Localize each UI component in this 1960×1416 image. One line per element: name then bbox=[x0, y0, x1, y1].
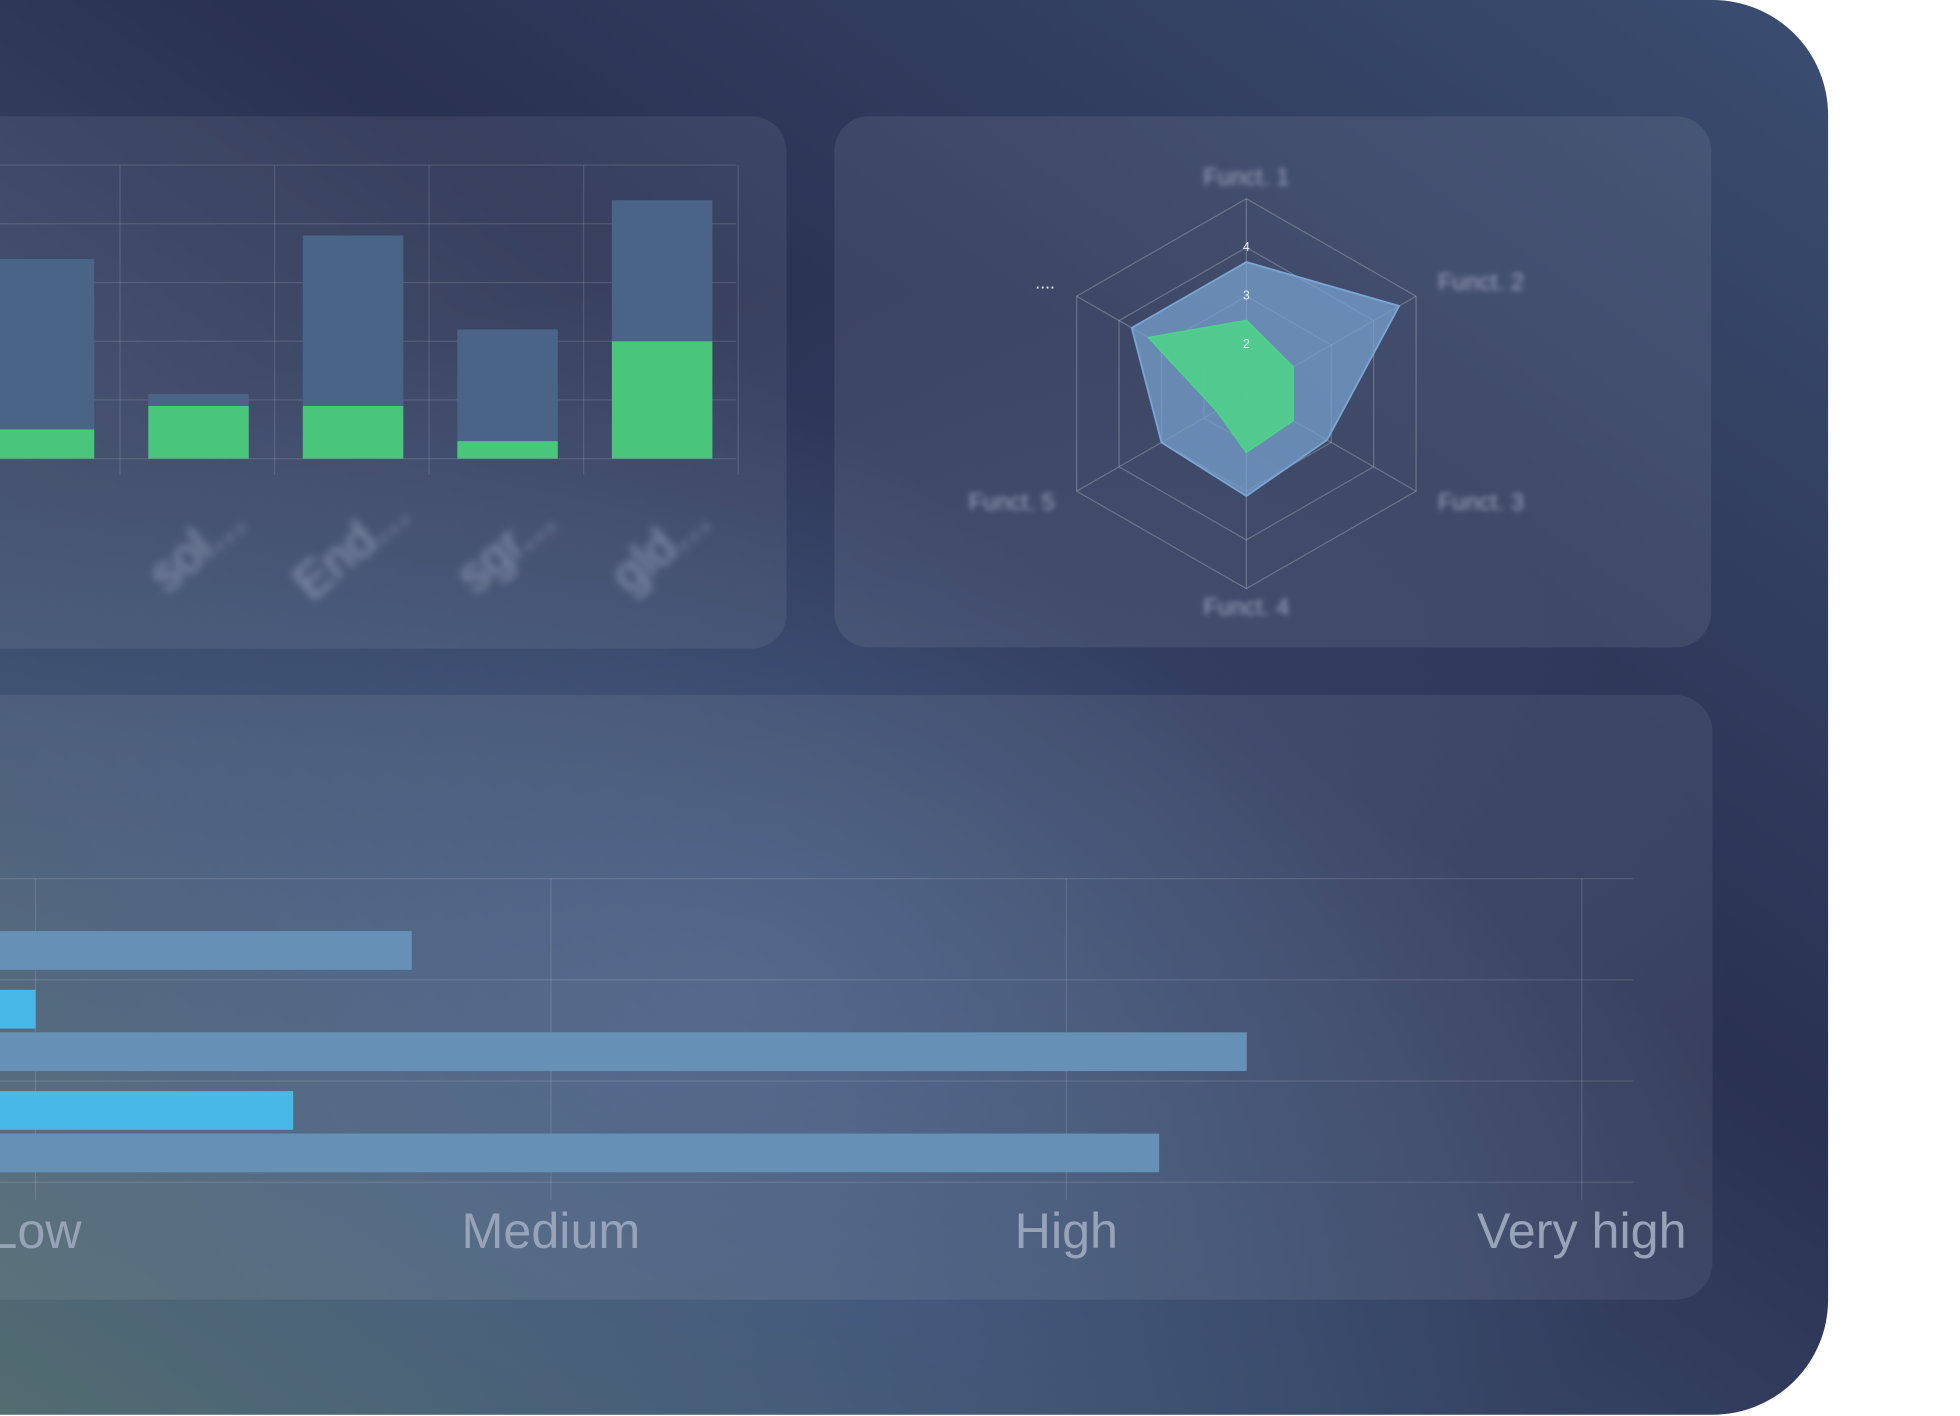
radar-tick-label: 3 bbox=[1243, 289, 1250, 303]
bar-segment bbox=[302, 405, 404, 459]
bar-segment bbox=[457, 441, 558, 459]
bar-segment bbox=[148, 405, 249, 459]
bar-segment bbox=[302, 235, 404, 406]
bar-segment bbox=[611, 200, 713, 342]
hbar bbox=[0, 1032, 1247, 1072]
hbar-card bbox=[0, 694, 1713, 1300]
radar-area bbox=[1146, 319, 1294, 454]
x-tick-label: Very high bbox=[1477, 1203, 1686, 1259]
radar-axis-label: Funct. 1 bbox=[1203, 164, 1289, 191]
bar-segment bbox=[457, 329, 558, 442]
bar-segment bbox=[148, 394, 249, 406]
radar-tick-label: 2 bbox=[1243, 337, 1250, 351]
radar-axis-label: .... bbox=[1035, 272, 1055, 292]
hbar-chart: Low Medium High Very high bbox=[0, 877, 1687, 1259]
bar-segment bbox=[0, 258, 95, 430]
hbar bbox=[0, 989, 36, 1029]
radar-axis-label: Funct. 3 bbox=[1438, 489, 1524, 516]
bar-segment bbox=[611, 341, 713, 459]
radar-axis-label: Funct. 4 bbox=[1203, 594, 1289, 621]
x-tick-label: Low bbox=[0, 1203, 82, 1259]
x-tick-label: High bbox=[1015, 1203, 1118, 1259]
radar-axis-label: Funct. 2 bbox=[1438, 269, 1524, 296]
radar-tick-label: 4 bbox=[1243, 240, 1250, 254]
radar-outer-ring bbox=[1075, 197, 1417, 590]
hbar bbox=[0, 931, 412, 970]
radar-axis-label: Funct. 5 bbox=[969, 489, 1055, 516]
x-tick-label: Medium bbox=[462, 1203, 641, 1259]
radar-chart: 2 3 4 Funct. 1 Funct. 2 Funct. 3 Funct. 4 Funct… bbox=[969, 164, 1524, 621]
hbar bbox=[0, 1133, 1160, 1173]
bar-segment bbox=[0, 429, 95, 459]
hbar bbox=[0, 1091, 294, 1130]
